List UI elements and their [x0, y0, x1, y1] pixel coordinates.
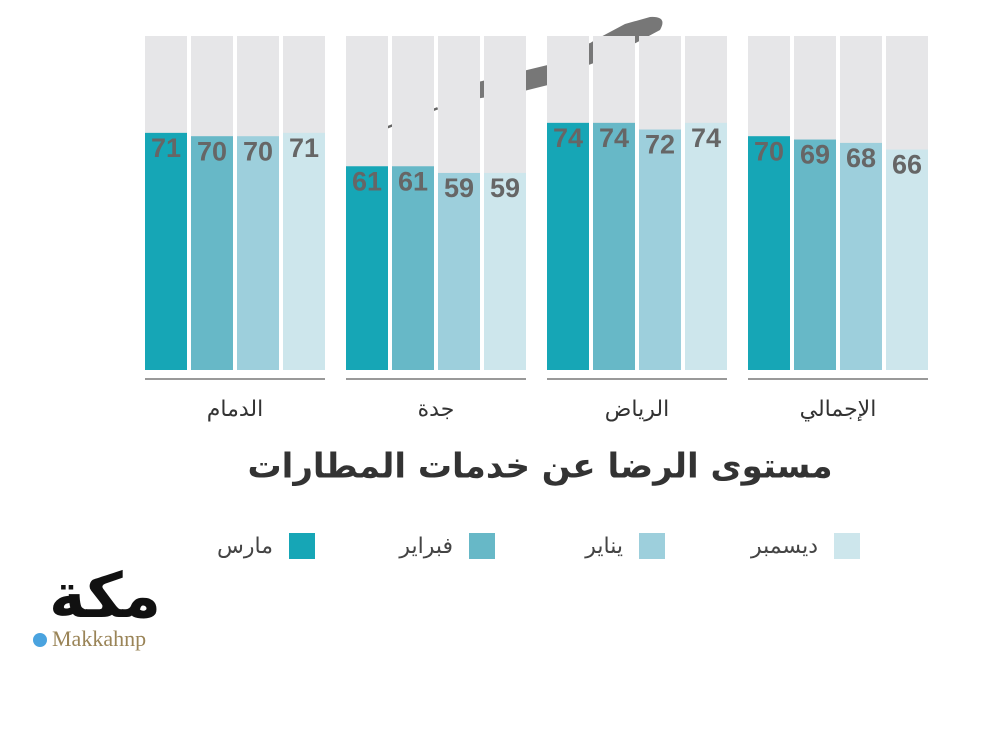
- legend-swatch: [289, 533, 315, 559]
- value-label: 69: [800, 140, 830, 170]
- value-label: 74: [691, 123, 721, 153]
- logo-handle: Makkahnp: [52, 626, 146, 651]
- legend-swatch: [834, 533, 860, 559]
- legend-label: ديسمبر: [750, 534, 818, 559]
- legend-label: فبراير: [398, 534, 453, 559]
- value-label: 61: [352, 166, 382, 196]
- value-label: 59: [490, 173, 520, 203]
- x-tick-label: جدة: [418, 397, 455, 422]
- value-label: 66: [892, 150, 922, 180]
- bar: [237, 136, 279, 370]
- value-label: 61: [398, 166, 428, 196]
- bar: [346, 166, 388, 370]
- value-label: 70: [243, 136, 273, 166]
- value-label: 72: [645, 130, 675, 160]
- bar: [283, 132, 325, 370]
- value-label: 71: [151, 133, 181, 163]
- logo: مكة Makkahnp: [33, 559, 161, 651]
- bar: [748, 136, 790, 370]
- bar: [392, 166, 434, 370]
- bar: [794, 139, 836, 370]
- logo-text: مكة: [49, 559, 161, 632]
- value-label: 70: [754, 136, 784, 166]
- bar: [639, 129, 681, 370]
- bar: [145, 132, 187, 370]
- bar: [438, 172, 480, 370]
- x-tick-label: الدمام: [207, 397, 263, 422]
- x-tick-label: الرياض: [605, 397, 669, 422]
- value-label: 68: [846, 143, 876, 173]
- legend-swatch: [469, 533, 495, 559]
- chart-title: مستوى الرضا عن خدمات المطارات: [248, 447, 833, 487]
- legend-label: يناير: [584, 534, 623, 559]
- bar: [685, 122, 727, 370]
- bar: [593, 122, 635, 370]
- bar: [191, 136, 233, 370]
- value-label: 71: [289, 133, 319, 163]
- value-label: 74: [553, 123, 583, 153]
- bar: [840, 142, 882, 370]
- value-label: 70: [197, 136, 227, 166]
- bar: [547, 122, 589, 370]
- x-tick-label: الإجمالي: [800, 397, 877, 422]
- legend-label: مارس: [217, 534, 273, 559]
- value-label: 74: [599, 123, 629, 153]
- bar: [886, 149, 928, 370]
- bar: [484, 172, 526, 370]
- twitter-icon: [33, 633, 47, 647]
- legend-swatch: [639, 533, 665, 559]
- value-label: 59: [444, 173, 474, 203]
